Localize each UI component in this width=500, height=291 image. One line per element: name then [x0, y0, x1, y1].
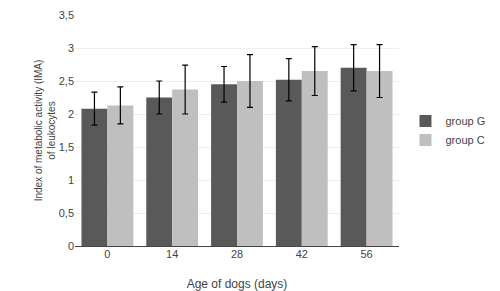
svg-text:2: 2 — [68, 108, 74, 120]
svg-text:Index of metabolic activity (I: Index of metabolic activity (IMA)of leuk… — [33, 60, 57, 202]
svg-text:2,5: 2,5 — [59, 75, 74, 87]
svg-text:Age of dogs (days): Age of dogs (days) — [187, 277, 288, 291]
svg-text:28: 28 — [231, 248, 243, 260]
svg-text:0,5: 0,5 — [59, 207, 74, 219]
svg-text:1: 1 — [68, 174, 74, 186]
svg-text:3: 3 — [68, 42, 74, 54]
svg-text:1,5: 1,5 — [59, 141, 74, 153]
svg-text:0: 0 — [104, 248, 110, 260]
svg-text:3,5: 3,5 — [59, 9, 74, 21]
svg-text:group C: group C — [445, 134, 484, 146]
svg-text:14: 14 — [166, 248, 178, 260]
svg-text:42: 42 — [296, 248, 308, 260]
svg-text:0: 0 — [68, 240, 74, 252]
svg-text:56: 56 — [360, 248, 372, 260]
svg-text:group G: group G — [445, 115, 485, 127]
